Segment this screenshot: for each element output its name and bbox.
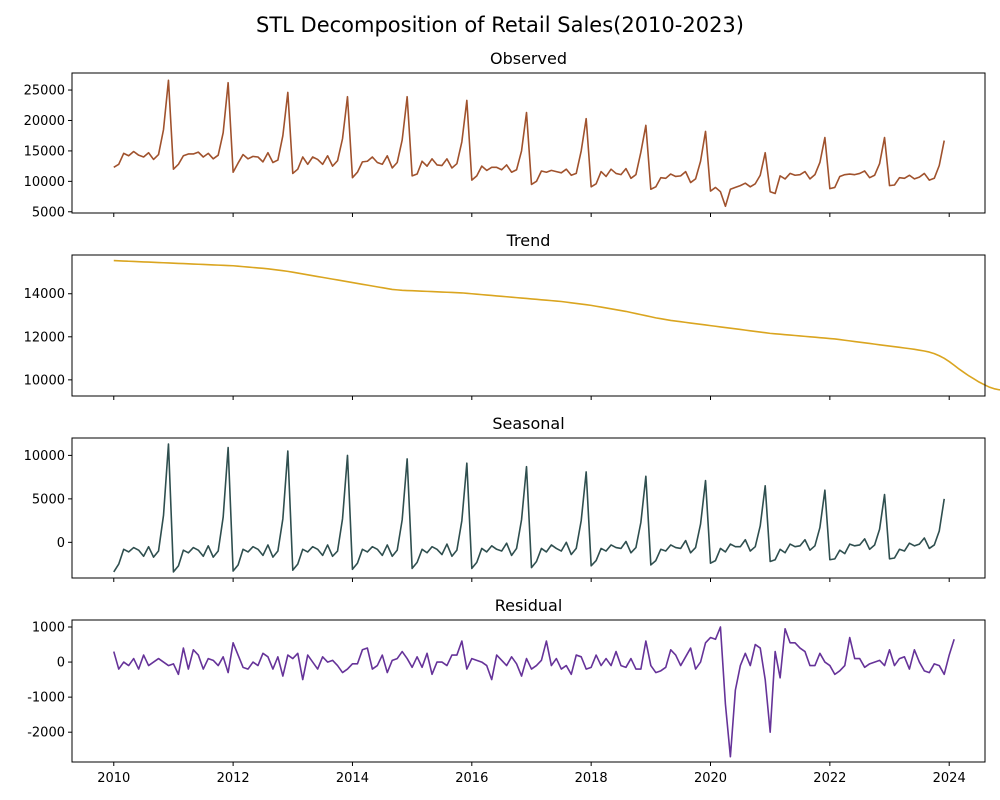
x-tick-label: 2022 (813, 771, 846, 786)
panel-frame (71, 72, 986, 214)
y-tick-label: -1000 (27, 691, 65, 706)
y-tick-label: 14000 (24, 287, 65, 302)
y-tick-label: 10000 (24, 449, 65, 464)
x-tick-label: 2024 (933, 771, 966, 786)
panel-residual: Residual -2000 -1000 0 1000 2010 2012 2014 2016 2… (27, 596, 986, 786)
chart-title: STL Decomposition of Retail Sales(2010-2… (256, 13, 744, 37)
x-tick-label: 2018 (575, 771, 608, 786)
panel-frame (71, 437, 986, 579)
series-line-trend (113, 259, 1000, 391)
panel-title-seasonal: Seasonal (492, 414, 564, 433)
y-tick-label: 10000 (24, 175, 65, 190)
y-tick-label: -2000 (27, 726, 65, 741)
y-tick-label: 10000 (24, 373, 65, 388)
panel-title-trend: Trend (506, 231, 551, 250)
x-tick-label: 2014 (336, 771, 369, 786)
y-tick-label: 0 (57, 536, 65, 551)
x-tick-label: 2010 (97, 771, 130, 786)
panel-frame (71, 254, 986, 397)
panel-frame (71, 619, 986, 763)
series-line-observed (113, 79, 946, 208)
y-tick-label: 12000 (24, 330, 65, 345)
y-tick-label: 1000 (32, 621, 65, 636)
y-tick-label: 25000 (24, 84, 65, 99)
panels: Observed500010000150002000025000Trend100… (24, 49, 1000, 786)
y-tick-label: 15000 (24, 144, 65, 159)
y-tick-label: 5000 (32, 492, 65, 507)
panel-title-residual: Residual (495, 596, 563, 615)
panel-seasonal: Seasonal 0 5000 10000 (24, 414, 986, 582)
panel-observed: Observed 5000 10000 15000 20000 25000 (24, 49, 986, 220)
panel-title-observed: Observed (490, 49, 567, 68)
x-tick-label: 2020 (694, 771, 727, 786)
y-tick-label: 5000 (32, 205, 65, 220)
x-tick-label: 2012 (217, 771, 250, 786)
series-line-seasonal (113, 443, 946, 573)
x-tick-label: 2016 (455, 771, 488, 786)
y-tick-label: 0 (57, 656, 65, 671)
series-line-residual (113, 626, 955, 758)
y-tick-label: 20000 (24, 114, 65, 129)
panel-trend: Trend 10000 12000 14000 (24, 231, 1000, 400)
